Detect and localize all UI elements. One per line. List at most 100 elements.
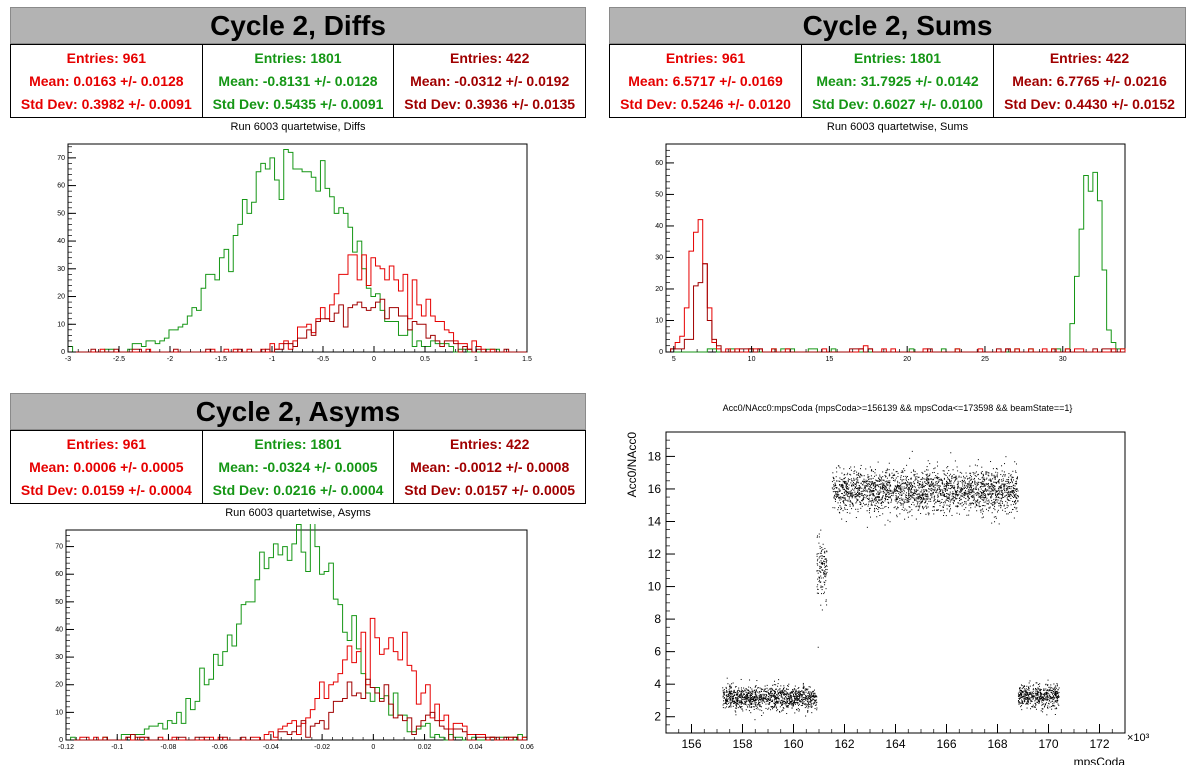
x-tick-label: -0.06 bbox=[212, 744, 228, 751]
scatter-chart: 156 158 160 162 164 166 168 170 172 2 4 6 8 10 12 14 16 1… bbox=[625, 431, 1150, 765]
stat-mean: Mean: 31.7925 +/- 0.0142 bbox=[816, 72, 979, 89]
stat-std: Std Dev: 0.3936 +/- 0.0135 bbox=[404, 95, 576, 112]
x-tick-label: 158 bbox=[732, 737, 752, 751]
x-tick-label: 164 bbox=[885, 737, 905, 751]
x-tick-label: 1 bbox=[474, 356, 478, 363]
stat-mean: Mean: 0.0163 +/- 0.0128 bbox=[29, 72, 184, 89]
sums-subtitle: Run 6003 quartetwise, Sums bbox=[826, 121, 969, 133]
stat-mean: Mean: 6.7765 +/- 0.0216 bbox=[1012, 72, 1167, 89]
x-tick-label: 30 bbox=[1059, 356, 1067, 363]
stat-entries: Entries: 961 bbox=[66, 436, 147, 453]
y-tick-label: 14 bbox=[648, 514, 662, 528]
hist-series-1 bbox=[67, 149, 527, 353]
y-tick-label: 0 bbox=[61, 349, 65, 356]
stat-mean: Mean: 6.5717 +/- 0.0169 bbox=[628, 72, 783, 89]
x-tick-label: 10 bbox=[748, 356, 756, 363]
x-tick-label: -2 bbox=[167, 356, 173, 363]
stat-mean: Mean: -0.8131 +/- 0.0128 bbox=[218, 72, 378, 89]
stat-entries: Entries: 1801 bbox=[254, 436, 342, 453]
stat-entries: Entries: 961 bbox=[665, 50, 746, 67]
diffs-subtitle: Run 6003 quartetwise, Diffs bbox=[230, 121, 366, 133]
x-tick-label: 20 bbox=[903, 356, 911, 363]
x-tick-label: -1 bbox=[269, 356, 275, 363]
diffs-banner: Cycle 2, Diffs bbox=[10, 7, 586, 44]
y-tick-label: 20 bbox=[655, 286, 663, 293]
diffs-stats-series2: Entries: 422 Mean: -0.0312 +/- 0.0192 St… bbox=[393, 45, 587, 118]
asyms-stats-series1: Entries: 1801 Mean: -0.0324 +/- 0.0005 S… bbox=[201, 431, 395, 504]
scatter-title: Acc0/NAcc0:mpsCoda {mpsCoda>=156139 && m… bbox=[722, 403, 1073, 413]
sums-chart: 5 10 15 20 25 30 0 10 20 30 40 50 60 bbox=[655, 143, 1126, 363]
stat-mean: Mean: -0.0312 +/- 0.0192 bbox=[410, 72, 570, 89]
scatter-cluster-2 bbox=[831, 450, 1019, 528]
diffs-chart: -3 -2.5 -2 -1.5 -1 -0.5 0 0.5 1 1.5 0 10 20 30 40 50 60 7… bbox=[57, 143, 532, 363]
x-tick-label: 0 bbox=[371, 744, 375, 751]
y-tick-label: 8 bbox=[654, 612, 661, 626]
stat-entries: Entries: 961 bbox=[66, 50, 147, 67]
x-tick-label: 166 bbox=[936, 737, 956, 751]
scatter-outlier bbox=[820, 529, 822, 531]
x-tick-label: 156 bbox=[681, 737, 701, 751]
stat-entries: Entries: 1801 bbox=[254, 50, 342, 67]
stat-mean: Mean: -0.0012 +/- 0.0008 bbox=[410, 458, 570, 475]
scatter-cluster-3 bbox=[1017, 679, 1060, 716]
stat-entries: Entries: 422 bbox=[449, 436, 530, 453]
stat-std: Std Dev: 0.0216 +/- 0.0004 bbox=[212, 481, 384, 498]
x-tick-label: 172 bbox=[1089, 737, 1109, 751]
stat-std: Std Dev: 0.0157 +/- 0.0005 bbox=[404, 481, 576, 498]
y-tick-label: 0 bbox=[59, 737, 63, 744]
scatter-outlier bbox=[1007, 513, 1009, 515]
x-tick-label: 15 bbox=[825, 356, 833, 363]
x-tick-label: -3 bbox=[65, 356, 71, 363]
stat-std: Std Dev: 0.0159 +/- 0.0004 bbox=[20, 481, 192, 498]
scatter-cluster-0 bbox=[722, 677, 818, 721]
x-tick-label: 1.5 bbox=[522, 356, 532, 363]
x-tick-label: -0.1 bbox=[111, 744, 123, 751]
stat-std: Std Dev: 0.4430 +/- 0.0152 bbox=[1004, 95, 1175, 112]
sums-stats-series2: Entries: 422 Mean: 6.7765 +/- 0.0216 Std… bbox=[993, 45, 1186, 118]
asyms-stats-series2: Entries: 422 Mean: -0.0012 +/- 0.0008 St… bbox=[393, 431, 587, 504]
x-tick-label: 0.06 bbox=[520, 744, 534, 751]
sums-stats-series1: Entries: 1801 Mean: 31.7925 +/- 0.0142 S… bbox=[801, 45, 994, 118]
x-axis-label: mpsCoda bbox=[1074, 755, 1126, 765]
stat-std: Std Dev: 0.5246 +/- 0.0120 bbox=[620, 95, 791, 112]
y-tick-label: 4 bbox=[654, 677, 661, 691]
x-tick-label: -0.08 bbox=[160, 744, 176, 751]
y-tick-label: 10 bbox=[57, 321, 65, 328]
y-tick-label: 10 bbox=[648, 580, 662, 594]
y-tick-label: 16 bbox=[648, 482, 662, 496]
y-tick-label: 40 bbox=[55, 626, 63, 633]
x-tick-label: 0.5 bbox=[420, 356, 430, 363]
y-tick-label: 60 bbox=[655, 160, 663, 167]
asyms-stats-series0: Entries: 961 Mean: 0.0006 +/- 0.0005 Std… bbox=[10, 431, 203, 504]
stat-entries: Entries: 1801 bbox=[853, 50, 942, 67]
diffs-stats: Entries: 961 Mean: 0.0163 +/- 0.0128 Std… bbox=[10, 44, 587, 118]
asyms-subtitle: Run 6003 quartetwise, Asyms bbox=[225, 507, 371, 519]
scatter-outlier bbox=[817, 646, 819, 648]
asyms-stats: Entries: 961 Mean: 0.0006 +/- 0.0005 Std… bbox=[10, 430, 587, 504]
plot-frame bbox=[665, 143, 1126, 353]
y-tick-label: 30 bbox=[57, 266, 65, 273]
stat-entries: Entries: 422 bbox=[1049, 50, 1130, 67]
sums-stats-series0: Entries: 961 Mean: 6.5717 +/- 0.0169 Std… bbox=[609, 45, 802, 118]
stat-mean: Mean: -0.0324 +/- 0.0005 bbox=[218, 458, 378, 475]
y-tick-label: 18 bbox=[648, 449, 662, 463]
y-tick-label: 20 bbox=[57, 294, 65, 301]
scatter-outlier bbox=[870, 516, 871, 518]
diffs-stats-series1: Entries: 1801 Mean: -0.8131 +/- 0.0128 S… bbox=[201, 45, 395, 118]
x-tick-label: -0.5 bbox=[317, 356, 329, 363]
plot-frame bbox=[65, 529, 528, 741]
x-tick-label: -2.5 bbox=[113, 356, 125, 363]
x-tick-label: 168 bbox=[987, 737, 1007, 751]
asyms-chart: -0.12 -0.1 -0.08 -0.06 -0.04 -0.02 0 0.02 0.04 0.… bbox=[55, 524, 534, 751]
x-tick-label: 5 bbox=[672, 356, 676, 363]
y-tick-label: 10 bbox=[55, 709, 63, 716]
y-tick-label: 2 bbox=[654, 710, 661, 724]
hist-series-2 bbox=[68, 298, 527, 353]
x-tick-label: 170 bbox=[1038, 737, 1058, 751]
stat-entries: Entries: 422 bbox=[449, 50, 530, 67]
x-tick-label: -1.5 bbox=[215, 356, 227, 363]
y-tick-label: 60 bbox=[57, 183, 65, 190]
y-tick-label: 50 bbox=[655, 191, 663, 198]
y-tick-label: 10 bbox=[655, 317, 663, 324]
x-tick-label: 0 bbox=[372, 356, 376, 363]
